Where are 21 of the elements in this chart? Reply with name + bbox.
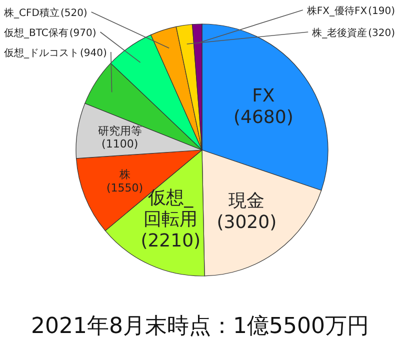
slice-label: 株 <box>118 168 130 182</box>
slice-label: 仮想_BTC保有 <box>4 27 68 39</box>
data-label: (4680) <box>234 107 294 128</box>
data-label: (190) <box>368 6 396 17</box>
data-label: (1550) <box>106 181 144 194</box>
data-label: (520) <box>60 8 88 19</box>
data-label: (1100) <box>102 138 138 151</box>
slice-label: 現金 <box>228 190 265 212</box>
data-label: (940) <box>80 48 107 59</box>
data-label: (320) <box>368 28 396 39</box>
data-label: (3020) <box>216 212 277 234</box>
slice-label: 株_CFD積立 <box>3 7 60 19</box>
slice-label: FX <box>252 85 275 106</box>
slice-label: 仮想_ドルコスト <box>4 47 79 59</box>
slice-label: 株FX_優待FX <box>306 5 368 17</box>
slice-label: 株_老後資産 <box>311 27 368 39</box>
slice-label: 仮想_回転用 <box>144 187 198 230</box>
data-label: (970) <box>69 28 96 39</box>
data-label: (2210) <box>140 230 201 252</box>
slice-label: 研究用等 <box>98 124 142 138</box>
text: 2021年8月末時点：1億5500万円 <box>31 314 369 339</box>
